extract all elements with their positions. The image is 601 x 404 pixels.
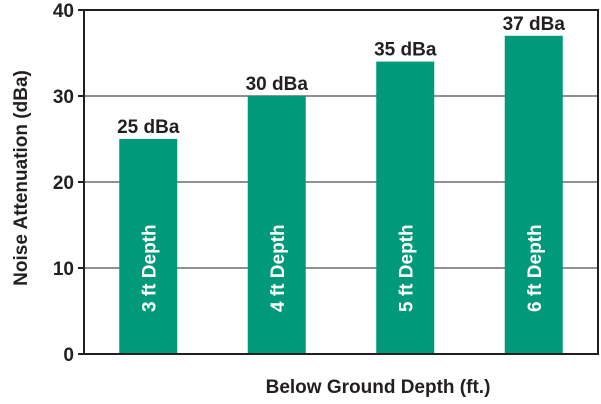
bar [376,61,435,354]
y-tick-label: 30 [53,87,74,108]
plot-frame [83,9,599,355]
data-label: 25 dBa [117,117,180,138]
category-label: 5 ft Depth [396,224,417,312]
y-tick-label: 0 [63,345,74,366]
category-label: 4 ft Depth [268,224,289,312]
y-axis-title: Noise Attenuation (dBa) [11,70,32,286]
bar [119,139,178,354]
bar [504,35,563,355]
x-axis-title: Below Ground Depth (ft.) [266,377,491,398]
data-label: 30 dBa [246,74,309,95]
category-label: 6 ft Depth [525,224,546,312]
y-tick-label: 40 [53,1,74,22]
y-tick-label: 20 [53,173,74,194]
y-tick-labels: 0 10 20 30 40 [53,1,84,366]
data-label: 35 dBa [374,40,437,61]
category-label: 3 ft Depth [139,224,160,312]
bar [247,96,306,354]
data-label: 37 dBa [503,14,566,35]
bars: 25 dBa 3 ft Depth 30 dBa 4 ft Depth 35 dBa 5 … [117,14,566,355]
y-tick-label: 10 [53,259,74,280]
